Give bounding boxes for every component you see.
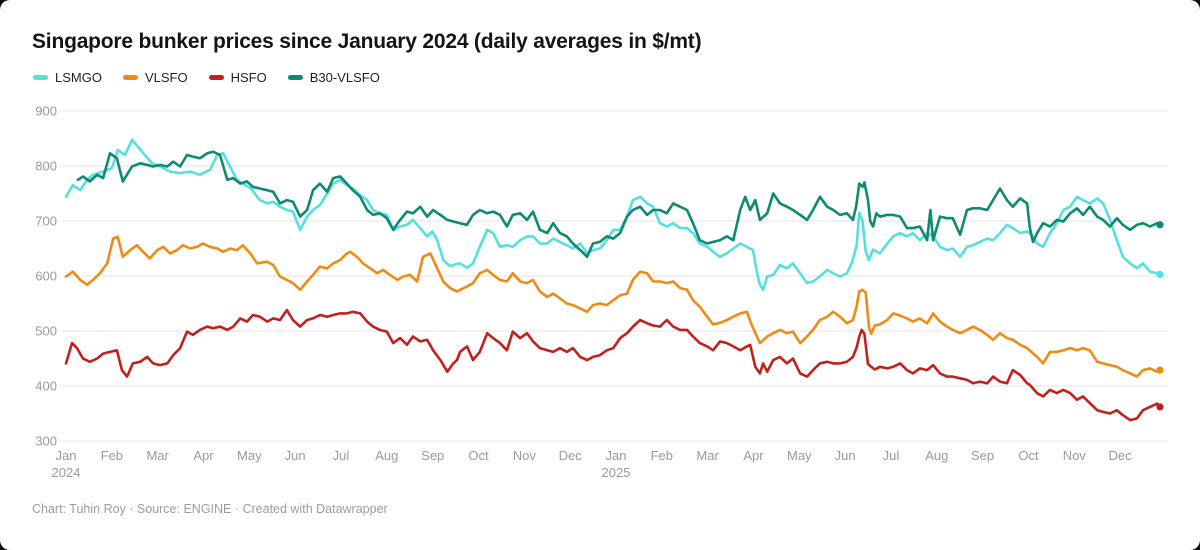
series-endpoint-LSMGO	[1156, 270, 1164, 278]
x-tick-label-0-Jan: Jan	[56, 448, 77, 463]
legend-item-LSMGO: LSMGO	[33, 70, 102, 85]
series-line-B30-VLSFO	[76, 150, 1162, 259]
y-tick-label-900: 900	[35, 104, 57, 119]
series-line-LSMGO	[64, 138, 1162, 292]
x-tick-label-4-May: May	[237, 448, 262, 463]
x-tick-label-18-Jul: Jul	[883, 448, 900, 463]
legend-item-B30-VLSFO: B30-VLSFO	[287, 70, 380, 85]
x-tick-label-15-Apr: Apr	[743, 448, 764, 463]
y-tick-label-500: 500	[35, 324, 57, 339]
x-tick-label-2-Mar: Mar	[146, 448, 169, 463]
x-tick-label-22-Nov: Nov	[1063, 448, 1087, 463]
x-tick-label-16-May: May	[787, 448, 812, 463]
x-tick-label-20-Sep: Sep	[971, 448, 994, 463]
x-tick-label-5-Jun: Jun	[285, 448, 306, 463]
legend-swatch-HSFO	[208, 75, 224, 80]
x-tick-year-2025: 2025	[601, 465, 630, 480]
x-tick-label-21-Oct: Oct	[1018, 448, 1039, 463]
legend-label-B30-VLSFO: B30-VLSFO	[309, 70, 380, 85]
x-tick-label-8-Sep: Sep	[421, 448, 444, 463]
y-tick-label-300: 300	[35, 434, 57, 449]
series-endpoint-B30-VLSFO	[1156, 221, 1164, 229]
legend-swatch-LSMGO	[33, 75, 48, 80]
legend-swatch-B30-VLSFO	[287, 75, 303, 80]
x-tick-label-19-Aug: Aug	[925, 448, 948, 463]
y-tick-label-600: 600	[35, 269, 57, 284]
x-tick-label-6-Jul: Jul	[333, 448, 350, 463]
y-tick-label-800: 800	[35, 159, 57, 174]
series-line-VLSFO	[64, 235, 1162, 378]
chart-footer: Chart: Tuhin Roy · Source: ENGINE · Crea…	[32, 502, 388, 516]
x-tick-label-13-Feb: Feb	[651, 448, 673, 463]
series-endpoint-VLSFO	[1156, 366, 1164, 374]
x-tick-label-17-Jun: Jun	[835, 448, 856, 463]
series-endpoint-HSFO	[1156, 403, 1164, 411]
x-tick-label-11-Dec: Dec	[559, 448, 583, 463]
legend: LSMGO VLSFO HSFO B30-VLSFO	[33, 70, 380, 85]
y-tick-label-400: 400	[35, 379, 57, 394]
x-tick-label-9-Oct: Oct	[468, 448, 489, 463]
series-line-HSFO	[64, 308, 1162, 422]
legend-item-VLSFO: VLSFO	[122, 70, 188, 85]
legend-swatch-VLSFO	[122, 75, 138, 80]
x-tick-label-23-Dec: Dec	[1109, 448, 1133, 463]
legend-item-HSFO: HSFO	[208, 70, 267, 85]
x-tick-label-10-Nov: Nov	[513, 448, 537, 463]
x-tick-label-14-Mar: Mar	[696, 448, 719, 463]
x-tick-label-1-Feb: Feb	[101, 448, 123, 463]
legend-label-VLSFO: VLSFO	[144, 70, 188, 85]
x-tick-label-7-Aug: Aug	[375, 448, 398, 463]
x-tick-label-12-Jan: Jan	[605, 448, 626, 463]
x-tick-label-3-Apr: Apr	[193, 448, 214, 463]
x-tick-year-2024: 2024	[52, 465, 81, 480]
legend-label-LSMGO: LSMGO	[55, 70, 102, 85]
y-tick-label-700: 700	[35, 214, 57, 229]
chart-title: Singapore bunker prices since January 20…	[32, 30, 702, 53]
legend-label-HSFO: HSFO	[230, 70, 267, 85]
